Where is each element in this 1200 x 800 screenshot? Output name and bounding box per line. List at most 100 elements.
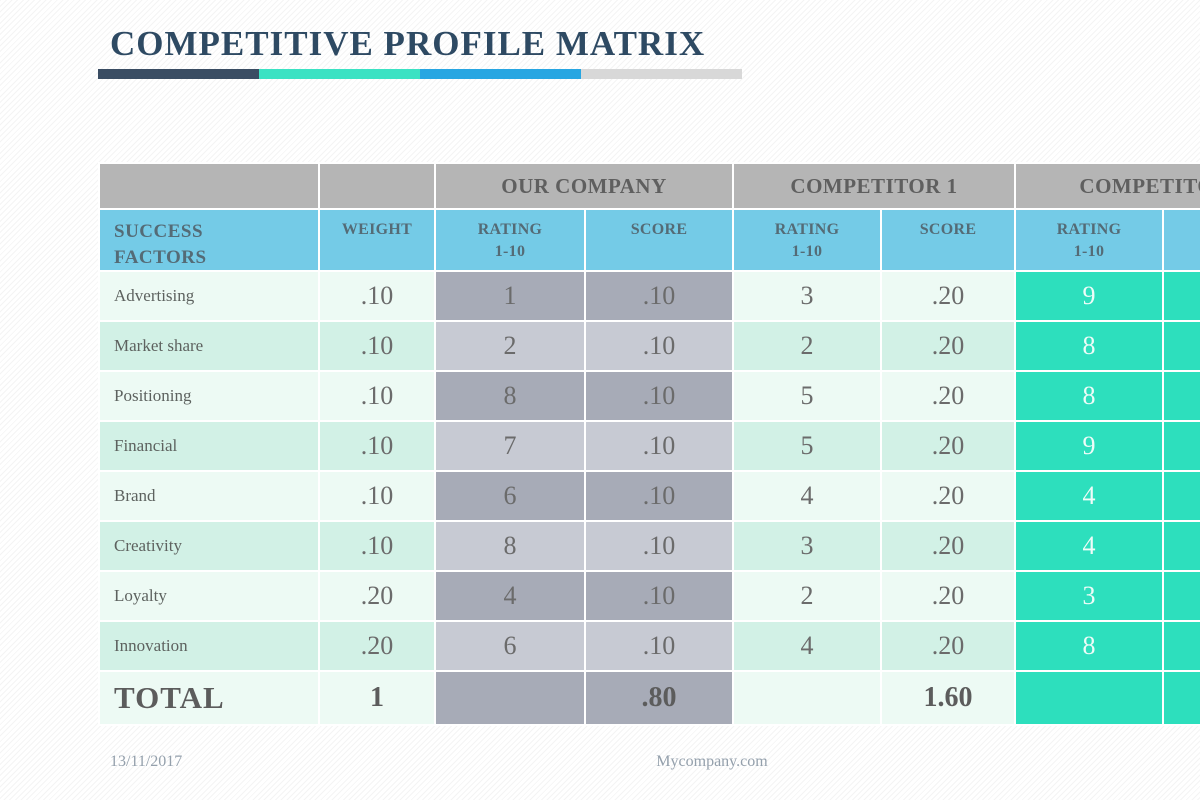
c2-score-cell — [1164, 522, 1200, 571]
our-rating-cell: 6 — [436, 622, 584, 671]
total-c2-score-blank — [1164, 672, 1200, 725]
table-row: Advertising .10 1 .10 3 .20 9 — [100, 272, 1200, 321]
our-rating-cell: 6 — [436, 472, 584, 521]
table-row: Market share .10 2 .10 2 .20 8 — [100, 322, 1200, 371]
column-header-c1-score: SCORE — [882, 210, 1015, 271]
underline-segment-navy — [98, 69, 259, 79]
c2-rating-cell: 9 — [1016, 422, 1163, 471]
table-row: Positioning .10 8 .10 5 .20 8 — [100, 372, 1200, 421]
group-header-competitor-1: COMPETITOR 1 — [734, 164, 1015, 208]
factor-cell: Financial — [100, 422, 318, 471]
c1-score-cell: .20 — [882, 522, 1015, 571]
our-score-cell: .10 — [586, 272, 733, 321]
competitive-profile-matrix-table: OUR COMPANY COMPETITOR 1 COMPETITOR 2 SU… — [98, 162, 1200, 727]
total-label: TOTAL — [100, 672, 318, 725]
c1-score-cell: .20 — [882, 272, 1015, 321]
c1-score-cell: .20 — [882, 472, 1015, 521]
c1-rating-cell: 3 — [734, 522, 881, 571]
title-underline — [98, 69, 742, 79]
total-our-score: .80 — [586, 672, 733, 725]
factor-cell: Market share — [100, 322, 318, 371]
underline-segment-blue — [420, 69, 581, 79]
weight-cell: .10 — [320, 322, 434, 371]
underline-segment-green — [259, 69, 420, 79]
our-rating-cell: 2 — [436, 322, 584, 371]
total-row: TOTAL 1 .80 1.60 — [100, 672, 1200, 725]
total-c1-rating-blank — [734, 672, 881, 725]
group-header-row: OUR COMPANY COMPETITOR 1 COMPETITOR 2 — [100, 164, 1200, 208]
c2-score-cell — [1164, 372, 1200, 421]
column-header-weight: WEIGHT — [320, 210, 434, 271]
c2-rating-cell: 8 — [1016, 622, 1163, 671]
c2-score-cell — [1164, 622, 1200, 671]
c1-score-cell: .20 — [882, 422, 1015, 471]
table-row: Innovation .20 6 .10 4 .20 8 — [100, 622, 1200, 671]
factor-cell: Positioning — [100, 372, 318, 421]
c1-rating-cell: 2 — [734, 572, 881, 621]
c2-rating-cell: 4 — [1016, 472, 1163, 521]
c1-rating-cell: 5 — [734, 372, 881, 421]
table-row: Loyalty .20 4 .10 2 .20 3 — [100, 572, 1200, 621]
c1-score-cell: .20 — [882, 572, 1015, 621]
c1-score-cell: .20 — [882, 372, 1015, 421]
total-c2-rating-blank — [1016, 672, 1163, 725]
weight-cell: .20 — [320, 622, 434, 671]
column-header-c2-score — [1164, 210, 1200, 271]
our-rating-cell: 4 — [436, 572, 584, 621]
c2-rating-cell: 9 — [1016, 272, 1163, 321]
c1-rating-cell: 2 — [734, 322, 881, 371]
our-rating-cell: 8 — [436, 522, 584, 571]
c1-score-cell: .20 — [882, 322, 1015, 371]
our-score-cell: .10 — [586, 622, 733, 671]
our-score-cell: .10 — [586, 322, 733, 371]
our-score-cell: .10 — [586, 422, 733, 471]
column-header-our-score: SCORE — [586, 210, 733, 271]
weight-cell: .10 — [320, 372, 434, 421]
our-score-cell: .10 — [586, 372, 733, 421]
page-title: COMPETITIVE PROFILE MATRIX — [110, 24, 706, 63]
group-header-competitor-2: COMPETITOR 2 — [1016, 164, 1200, 208]
c1-rating-cell: 5 — [734, 422, 881, 471]
c1-rating-cell: 4 — [734, 622, 881, 671]
total-our-rating-blank — [436, 672, 584, 725]
column-header-row: SUCCESS FACTORS WEIGHT RATING 1-10 SCORE R… — [100, 210, 1200, 271]
c1-rating-cell: 3 — [734, 272, 881, 321]
table-row: Brand .10 6 .10 4 .20 4 — [100, 472, 1200, 521]
c2-score-cell — [1164, 472, 1200, 521]
weight-cell: .20 — [320, 572, 434, 621]
factor-cell: Brand — [100, 472, 318, 521]
our-score-cell: .10 — [586, 572, 733, 621]
total-weight: 1 — [320, 672, 434, 725]
factor-cell: Innovation — [100, 622, 318, 671]
underline-segment-gray — [581, 69, 742, 79]
factor-cell: Advertising — [100, 272, 318, 321]
our-rating-cell: 8 — [436, 372, 584, 421]
c2-rating-cell: 3 — [1016, 572, 1163, 621]
footer-date: 13/11/2017 — [110, 753, 183, 770]
weight-cell: .10 — [320, 422, 434, 471]
factor-cell: Loyalty — [100, 572, 318, 621]
c2-score-cell — [1164, 322, 1200, 371]
c1-score-cell: .20 — [882, 622, 1015, 671]
our-score-cell: .10 — [586, 472, 733, 521]
group-header-blank-weight — [320, 164, 434, 208]
group-header-blank-factors — [100, 164, 318, 208]
table-row: Financial .10 7 .10 5 .20 9 — [100, 422, 1200, 471]
column-header-our-rating: RATING 1-10 — [436, 210, 584, 271]
our-score-cell: .10 — [586, 522, 733, 571]
our-rating-cell: 1 — [436, 272, 584, 321]
our-rating-cell: 7 — [436, 422, 584, 471]
group-header-our-company: OUR COMPANY — [436, 164, 733, 208]
weight-cell: .10 — [320, 472, 434, 521]
c1-rating-cell: 4 — [734, 472, 881, 521]
c2-rating-cell: 8 — [1016, 372, 1163, 421]
weight-cell: .10 — [320, 272, 434, 321]
factor-cell: Creativity — [100, 522, 318, 571]
footer-site: Mycompany.com — [656, 753, 768, 770]
c2-rating-cell: 4 — [1016, 522, 1163, 571]
column-header-c1-rating: RATING 1-10 — [734, 210, 881, 271]
c2-score-cell — [1164, 272, 1200, 321]
c2-score-cell — [1164, 422, 1200, 471]
weight-cell: .10 — [320, 522, 434, 571]
